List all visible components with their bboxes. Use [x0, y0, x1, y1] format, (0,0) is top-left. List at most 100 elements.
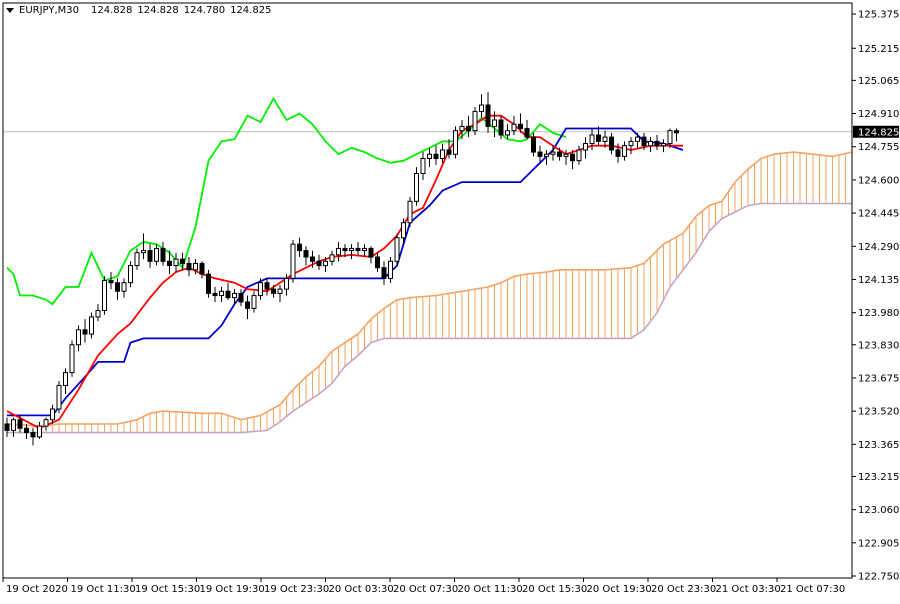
candle-body [212, 292, 218, 297]
candle-body [511, 123, 517, 132]
y-tick-label: 122.750 [858, 572, 899, 583]
candle-body [95, 310, 101, 318]
candle-body [576, 149, 582, 162]
candle-body [654, 140, 660, 147]
candle-body [180, 258, 185, 264]
y-tick-label: 122.905 [858, 538, 899, 549]
x-tick-label: 21 Oct 03:30 [716, 584, 781, 595]
candle-body [245, 301, 250, 309]
candle-body [368, 247, 374, 258]
senkou-span-a-line [6, 151, 852, 427]
candle-body [635, 136, 640, 142]
candle-body [303, 250, 309, 258]
candle-body [310, 256, 315, 262]
candle-body [446, 149, 452, 155]
candle-body [563, 153, 569, 157]
candle-body [518, 123, 523, 130]
candle-body [219, 290, 224, 297]
y-tick-label: 124.445 [858, 209, 899, 220]
candle-body [414, 173, 419, 202]
candle-body [336, 247, 341, 256]
candle-body [17, 419, 23, 429]
candle-body [238, 292, 244, 303]
candle-body [102, 280, 107, 312]
candle-body [583, 143, 588, 151]
candle-body [258, 282, 263, 297]
x-tick-label: 20 Oct 23:30 [651, 584, 716, 595]
candle-body [661, 143, 666, 147]
x-tick-label: 20 Oct 15:30 [522, 584, 587, 595]
candle-body [505, 130, 510, 136]
candle-body [550, 151, 556, 155]
candle-body [524, 128, 530, 138]
y-tick-label: 125.375 [858, 10, 899, 21]
chikou-span-line [6, 96, 567, 306]
candle-body [284, 277, 289, 290]
current-price-label-bg [853, 125, 899, 138]
senkou-span-b-line [7, 202, 852, 434]
candle-body [154, 247, 159, 262]
candle-body [167, 260, 172, 267]
candle-body [173, 258, 179, 267]
current-price-label: 124.825 [858, 127, 899, 138]
candle-body [622, 145, 627, 157]
candle-body [37, 425, 42, 438]
candle-body [628, 140, 634, 147]
x-tick-label: 20 Oct 07:30 [393, 584, 458, 595]
y-tick-label: 123.520 [858, 407, 899, 418]
candle-body [641, 136, 647, 147]
candle-body [147, 250, 153, 262]
x-tick-label: 21 Oct 07:30 [780, 584, 845, 595]
candle-body [89, 316, 94, 335]
candle-body [323, 260, 328, 267]
y-tick-label: 123.675 [858, 373, 899, 384]
candle-body [531, 136, 536, 153]
y-tick-label: 123.980 [858, 308, 899, 319]
y-tick-label: 124.910 [858, 109, 899, 120]
candle-body [479, 104, 484, 112]
candle-body [498, 119, 504, 136]
candle-body [589, 134, 595, 145]
tenkan-sen-line [6, 114, 683, 430]
candle-body [342, 247, 348, 252]
candle-body [420, 158, 426, 175]
x-tick-label: 19 Oct 11:30 [71, 584, 136, 595]
candle-body [557, 151, 562, 157]
chart-header: EURJPY,M30 124.828 124.828 124.780 124.8… [6, 3, 271, 17]
candle-body [115, 282, 120, 292]
candle-body [232, 292, 237, 299]
candle-body [290, 243, 296, 279]
candle-body [316, 260, 322, 267]
symbol-menu-icon[interactable] [6, 8, 14, 13]
y-tick-label: 123.060 [858, 505, 899, 516]
candle-body [648, 140, 653, 147]
candle-body [544, 153, 549, 157]
candle-body [56, 384, 62, 410]
x-tick-label: 20 Oct 19:30 [587, 584, 652, 595]
ohlc-low: 124.780 [183, 4, 226, 16]
y-tick-label: 125.065 [858, 76, 899, 87]
candle-body [329, 254, 335, 262]
x-tick-label: 19 Oct 2020 [6, 584, 68, 595]
candle-body [388, 260, 393, 279]
y-tick-label: 124.755 [858, 142, 899, 153]
candle-body [134, 252, 140, 267]
candle-body [615, 149, 621, 157]
plot-frame [2, 2, 853, 579]
candle-body [433, 153, 439, 160]
candle-body [108, 280, 114, 284]
candle-body [453, 130, 458, 155]
y-tick-label: 124.290 [858, 242, 899, 253]
x-tick-label: 19 Oct 19:30 [200, 584, 265, 595]
x-tick-label: 20 Oct 03:30 [329, 584, 394, 595]
candle-body [492, 119, 497, 127]
candle-body [609, 136, 614, 151]
y-tick-label: 125.215 [858, 44, 899, 55]
candle-body [472, 110, 478, 132]
candle-body [440, 149, 445, 160]
candle-body [160, 247, 166, 262]
ohlc-high: 124.828 [137, 4, 179, 16]
candle-body [76, 329, 81, 346]
